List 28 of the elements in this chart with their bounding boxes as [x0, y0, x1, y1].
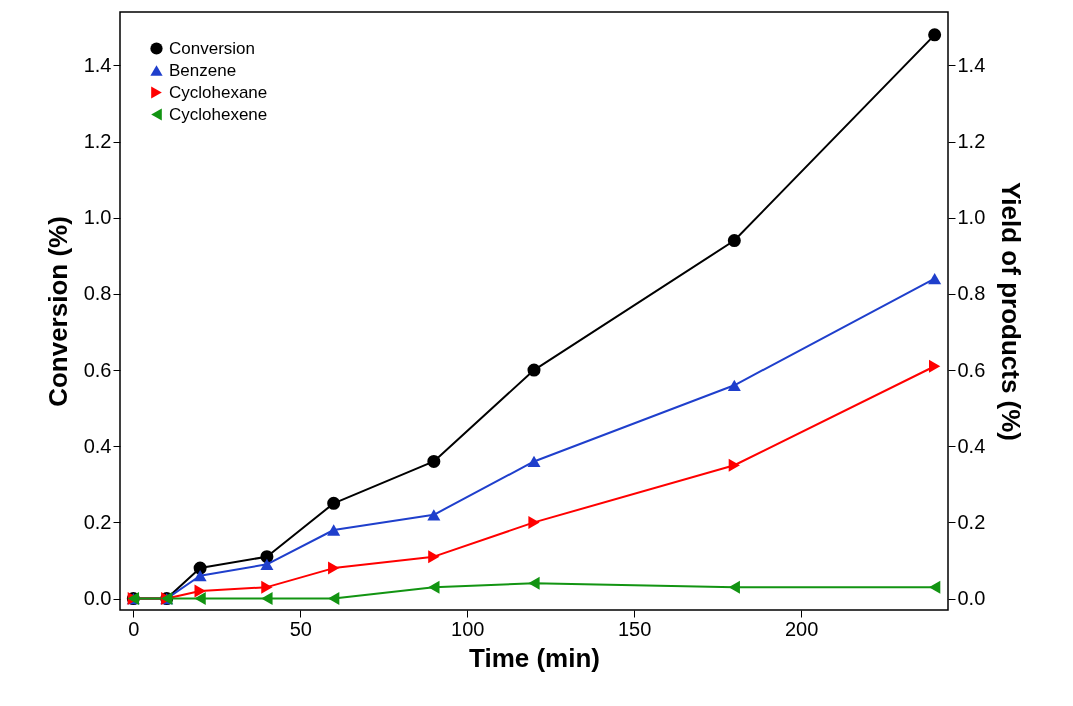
x-tick-label: 100	[451, 617, 485, 640]
y2-tick-label: 1.0	[957, 206, 986, 229]
x-tick-label: 50	[289, 617, 312, 640]
y-tick-label: 0.0	[83, 587, 112, 610]
y-tick-label: 0.2	[83, 510, 112, 533]
y2-tick-label: 0.4	[957, 434, 986, 457]
y-tick-label: 0.8	[83, 282, 112, 305]
legend-label: Cyclohexane	[169, 82, 268, 102]
y2-tick-label: 0.0	[957, 587, 986, 610]
y2-tick-label: 0.2	[957, 510, 986, 533]
x-tick-label: 200	[784, 617, 819, 640]
y-tick-label: 1.0	[83, 206, 112, 229]
x-tick-label: 0	[128, 617, 140, 640]
y2-tick-label: 1.2	[957, 130, 986, 152]
y-tick-label: 0.6	[83, 358, 112, 381]
x-axis-title: Time (min)	[469, 642, 600, 673]
legend-label: Conversion	[169, 38, 255, 58]
y2-tick-label: 0.8	[957, 282, 986, 305]
y2-tick-label: 0.6	[957, 358, 986, 381]
y2-tick-label: 1.4	[957, 53, 986, 76]
legend-label: Benzene	[169, 60, 237, 80]
y-tick-label: 1.4	[83, 53, 112, 76]
x-tick-label: 150	[617, 617, 652, 640]
y-tick-label: 0.4	[83, 434, 112, 457]
y-axis-title: Conversion (%)	[42, 216, 73, 407]
y-tick-label: 1.2	[83, 130, 112, 152]
legend-label: Cyclohexene	[169, 104, 268, 124]
y2-axis-title: Yield of products (%)	[996, 181, 1027, 442]
